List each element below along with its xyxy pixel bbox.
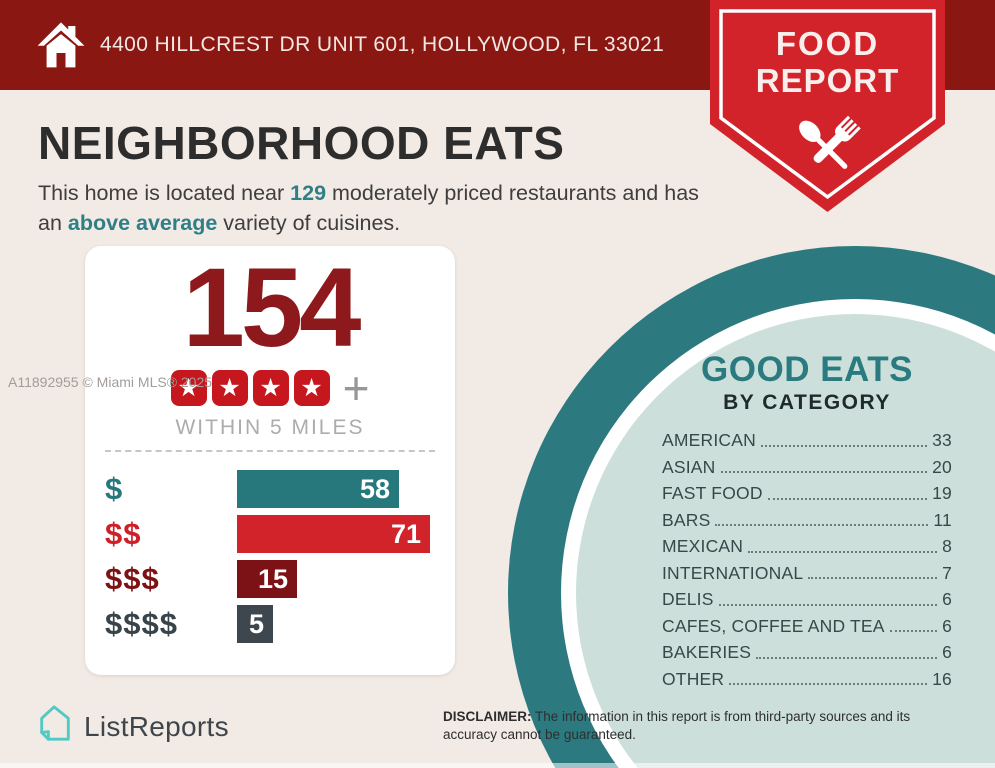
good-eats-subtitle: BY CATEGORY	[723, 391, 891, 414]
mls-watermark: A11892955 © Miami MLS® 2025	[8, 374, 213, 390]
category-leader-dots	[889, 630, 938, 632]
category-leader-dots	[756, 656, 938, 659]
total-restaurants-number: 154	[182, 245, 362, 370]
category-name: MEXICAN	[662, 536, 744, 556]
badge-title-line2: REPORT	[756, 62, 900, 99]
summary-card: 154 ★ ★ ★ ★ + WITHIN 5 MILES $58 $$ 71 $$$ 15 $$$…	[85, 246, 455, 675]
category-value: 6	[942, 642, 952, 662]
category-value: 19	[932, 483, 952, 503]
price-value: 71	[390, 518, 421, 549]
category-name: INTERNATIONAL	[662, 562, 804, 583]
price-value: 58	[359, 473, 390, 504]
category-value: 6	[942, 589, 952, 609]
category-circle-white-ring	[561, 299, 995, 768]
fork-and-spoon-icon	[799, 115, 861, 169]
category-row: BARS 11	[662, 509, 952, 530]
restaurant-count: 129	[290, 181, 327, 205]
page-title: NEIGHBORHOOD EATS	[38, 117, 565, 169]
plus-icon: +	[342, 362, 370, 414]
category-row: ASIAN 20	[662, 456, 952, 477]
category-row: DELIS 6	[662, 589, 952, 609]
category-leader-dots	[720, 471, 928, 473]
category-name: ASIAN	[662, 456, 716, 477]
price-bar: 71	[237, 515, 430, 553]
disclaimer-label: DISCLAIMER:	[443, 709, 532, 724]
price-row: $$$ 15	[105, 560, 435, 598]
page-subtitle: This home is located near 129 moderately…	[38, 179, 706, 238]
category-row: CAFES, COFFEE AND TEA 6	[662, 615, 952, 636]
subtitle-suffix: variety of cuisines.	[217, 210, 401, 235]
category-leader-dots	[808, 577, 938, 579]
home-icon	[34, 15, 88, 78]
dashed-divider	[105, 450, 435, 452]
bottom-strip	[0, 763, 995, 768]
disclaimer-text: The information in this report is from t…	[443, 709, 911, 743]
good-eats-panel: GOOD EATS BY CATEGORY AMERICAN 33 ASIAN 20 F…	[662, 350, 952, 697]
category-value: 16	[932, 668, 952, 689]
property-address: 4400 HILLCREST DR UNIT 601, HOLLYWOOD, F…	[100, 33, 665, 56]
star-icon: ★	[211, 370, 248, 407]
star-icon: ★	[252, 370, 289, 407]
category-value: 33	[932, 430, 952, 450]
category-name: CAFES, COFFEE AND TEA	[662, 615, 885, 636]
price-value: 15	[257, 563, 288, 594]
footer-brand: ListReports	[36, 703, 229, 750]
star-icon: ★	[293, 370, 330, 407]
category-row: OTHER 16	[662, 668, 952, 689]
price-value: 5	[248, 608, 264, 639]
category-name: BAKERIES	[662, 642, 752, 662]
category-value: 7	[942, 562, 952, 583]
category-leader-dots	[718, 603, 938, 606]
price-bar: 58	[237, 470, 399, 508]
category-row: AMERICAN 33	[662, 430, 952, 450]
category-leader-dots	[715, 524, 929, 526]
cuisine-variety-highlight: above average	[67, 210, 218, 235]
price-label: $$$$	[105, 606, 178, 641]
food-report-badge: FOOD REPORT	[710, 0, 945, 217]
price-label: $$	[105, 516, 142, 551]
price-bar: 15	[237, 560, 297, 598]
star-rating: ★ ★ ★ ★ +	[85, 362, 455, 414]
good-eats-title: GOOD EATS	[701, 350, 913, 389]
category-name: AMERICAN	[662, 430, 756, 450]
category-value: 11	[933, 509, 952, 530]
category-list: AMERICAN 33 ASIAN 20 FAST FOOD 19 BARS 11 MEXICA…	[662, 430, 952, 689]
category-leader-dots	[748, 550, 938, 553]
price-bar: 5	[237, 605, 273, 643]
category-row: BAKERIES 6	[662, 642, 952, 662]
price-row: $$ 71	[105, 515, 435, 553]
category-name: DELIS	[662, 589, 714, 609]
category-value: 8	[942, 536, 952, 556]
category-row: FAST FOOD 19	[662, 483, 952, 503]
category-leader-dots	[767, 497, 928, 500]
category-name: BARS	[662, 509, 711, 530]
category-value: 20	[932, 456, 952, 477]
category-value: 6	[942, 615, 952, 636]
price-label: $	[105, 471, 124, 506]
price-row: $$$$ 5	[105, 605, 435, 643]
category-name: FAST FOOD	[662, 483, 763, 503]
category-row: MEXICAN 8	[662, 536, 952, 556]
brand-name: ListReports	[84, 710, 229, 742]
price-label: $$$	[105, 561, 160, 596]
price-bar-chart: $58 $$ 71 $$$ 15 $$$$ 5	[105, 470, 435, 650]
disclaimer: DISCLAIMER: The information in this repo…	[443, 708, 955, 744]
badge-title-line1: FOOD	[776, 25, 879, 62]
subtitle-middle: moderately priced restaurants and has an	[38, 181, 699, 235]
category-leader-dots	[760, 444, 928, 447]
price-row: $58	[105, 470, 435, 508]
listreports-logo-icon	[36, 703, 74, 750]
category-row: INTERNATIONAL 7	[662, 562, 952, 583]
category-leader-dots	[729, 683, 928, 685]
star-icon: ★	[170, 370, 207, 407]
radius-label: WITHIN 5 MILES	[175, 416, 365, 439]
category-name: OTHER	[662, 668, 725, 689]
subtitle-prefix: This home is located near	[38, 181, 291, 205]
